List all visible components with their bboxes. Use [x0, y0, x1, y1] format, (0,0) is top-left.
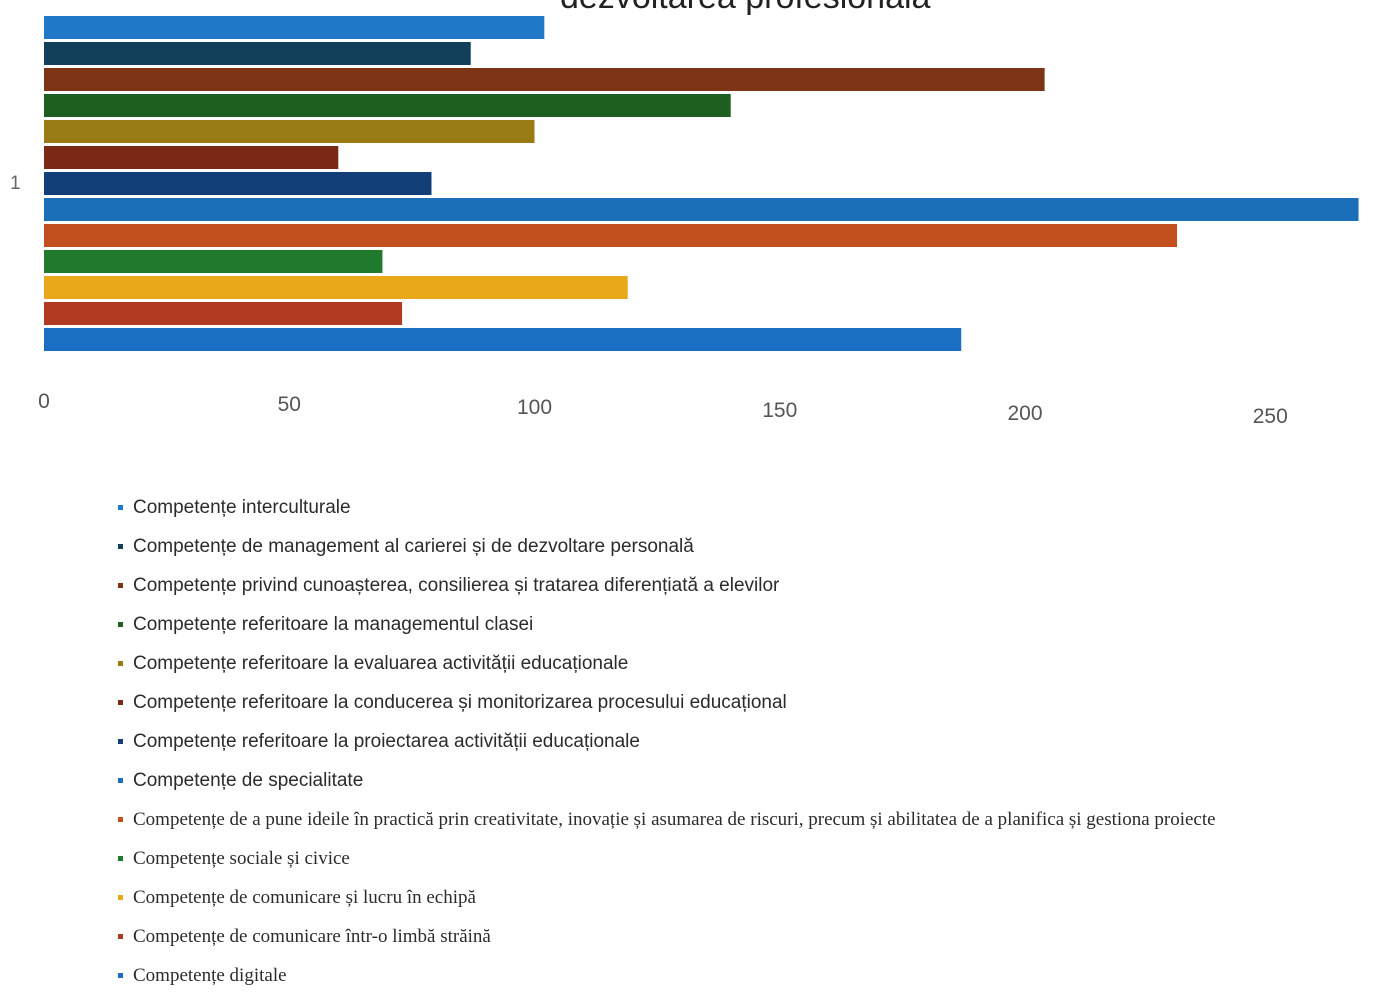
legend-item: Competențe referitoare la managementul c…	[118, 605, 1368, 644]
legend-label: Competențe de management al carierei și …	[133, 535, 694, 557]
legend-swatch	[118, 778, 123, 783]
legend-label: Competențe referitoare la evaluarea acti…	[133, 652, 629, 674]
legend-label: Competențe digitale	[133, 964, 287, 986]
legend-item: Competențe de specialitate	[118, 761, 1368, 800]
x-tick-label: 250	[1253, 405, 1288, 428]
legend-item: Competențe de management al carierei și …	[118, 527, 1368, 566]
legend-swatch	[118, 544, 123, 549]
legend-item: Competențe de comunicare și lucru în ech…	[118, 878, 1368, 917]
legend-swatch	[118, 700, 123, 705]
legend-swatch	[118, 817, 123, 822]
x-tick-label: 100	[517, 396, 552, 419]
legend-swatch	[118, 934, 123, 939]
legend-label: Competențe de specialitate	[133, 769, 364, 791]
legend-label: Competențe referitoare la proiectarea ac…	[133, 730, 640, 752]
legend-item: Competențe referitoare la conducerea și …	[118, 683, 1368, 722]
chart-title: dezvoltarea profesională	[560, 0, 930, 17]
legend-label: Competențe de comunicare și lucru în ech…	[133, 886, 476, 908]
legend-label: Competențe interculturale	[133, 496, 351, 518]
legend-item: Competențe privind cunoașterea, consilie…	[118, 566, 1368, 605]
legend-swatch	[118, 739, 123, 744]
legend-swatch	[118, 622, 123, 627]
bar	[44, 120, 535, 143]
legend-label: Competențe sociale și civice	[133, 847, 350, 869]
legend-swatch	[118, 661, 123, 666]
legend-item: Competențe referitoare la proiectarea ac…	[118, 722, 1368, 761]
legend-label: Competențe referitoare la conducerea și …	[133, 691, 787, 713]
legend-swatch	[118, 856, 123, 861]
bar	[44, 224, 1178, 247]
legend-item: Competențe sociale și civice	[118, 839, 1368, 878]
bar	[44, 94, 731, 117]
x-tick-label: 150	[762, 399, 797, 422]
x-tick-label: 200	[1007, 402, 1042, 425]
bar	[44, 146, 339, 169]
chart-legend: Competențe interculturale Competențe de m…	[118, 488, 1368, 995]
legend-swatch	[118, 973, 123, 978]
legend-label: Competențe referitoare la managementul c…	[133, 613, 534, 635]
bar	[44, 172, 432, 195]
bar	[44, 302, 403, 325]
legend-swatch	[118, 895, 123, 900]
bar	[44, 42, 471, 65]
legend-label: Competențe privind cunoașterea, consilie…	[133, 574, 780, 596]
y-category-label: 1	[10, 173, 21, 194]
x-tick-label: 50	[278, 393, 301, 416]
legend-item: Competențe digitale	[118, 956, 1368, 995]
legend-item: Competențe referitoare la evaluarea acti…	[118, 644, 1368, 683]
legend-item: Competențe interculturale	[118, 488, 1368, 527]
bar	[44, 198, 1359, 221]
legend-label: Competențe de a pune ideile în practică …	[133, 808, 1216, 830]
legend-swatch	[118, 505, 123, 510]
bar	[44, 276, 628, 299]
legend-item: Competențe de a pune ideile în practică …	[118, 800, 1368, 839]
legend-label: Competențe de comunicare într-o limbă st…	[133, 925, 491, 947]
bar	[44, 250, 383, 273]
bar	[44, 328, 962, 351]
bar	[44, 68, 1045, 91]
legend-item: Competențe de comunicare într-o limbă st…	[118, 917, 1368, 956]
x-tick-label: 0	[38, 390, 50, 413]
legend-swatch	[118, 583, 123, 588]
bar-chart-plot: 1 0 50 100 150 200 250	[10, 16, 1359, 428]
bar	[44, 16, 545, 39]
